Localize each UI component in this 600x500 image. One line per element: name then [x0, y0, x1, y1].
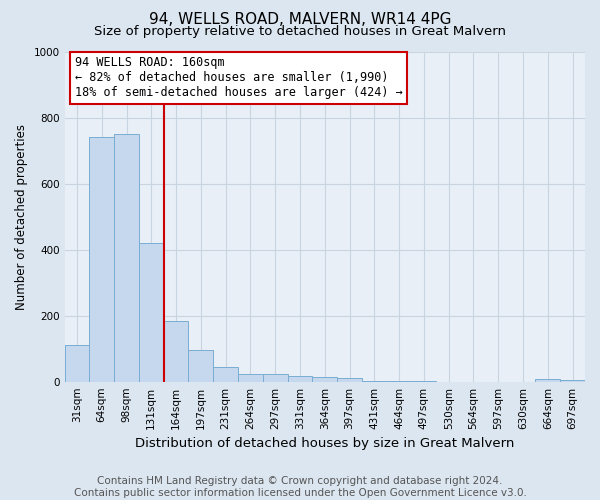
Bar	[238, 374, 263, 382]
Text: 94 WELLS ROAD: 160sqm
← 82% of detached houses are smaller (1,990)
18% of semi-d: 94 WELLS ROAD: 160sqm ← 82% of detached …	[75, 56, 403, 100]
Text: Size of property relative to detached houses in Great Malvern: Size of property relative to detached ho…	[94, 25, 506, 38]
Bar	[188, 350, 213, 382]
Bar	[263, 374, 287, 382]
Text: 94, WELLS ROAD, MALVERN, WR14 4PG: 94, WELLS ROAD, MALVERN, WR14 4PG	[149, 12, 451, 26]
Bar	[114, 134, 139, 382]
Bar	[164, 320, 188, 382]
Bar	[139, 243, 164, 382]
Bar	[65, 346, 89, 382]
Y-axis label: Number of detached properties: Number of detached properties	[15, 124, 28, 310]
Bar	[337, 378, 362, 382]
X-axis label: Distribution of detached houses by size in Great Malvern: Distribution of detached houses by size …	[135, 437, 514, 450]
Bar	[387, 381, 412, 382]
Bar	[287, 376, 313, 382]
Text: Contains HM Land Registry data © Crown copyright and database right 2024.
Contai: Contains HM Land Registry data © Crown c…	[74, 476, 526, 498]
Bar	[213, 367, 238, 382]
Bar	[362, 381, 387, 382]
Bar	[89, 138, 114, 382]
Bar	[535, 380, 560, 382]
Bar	[560, 380, 585, 382]
Bar	[313, 376, 337, 382]
Bar	[412, 381, 436, 382]
